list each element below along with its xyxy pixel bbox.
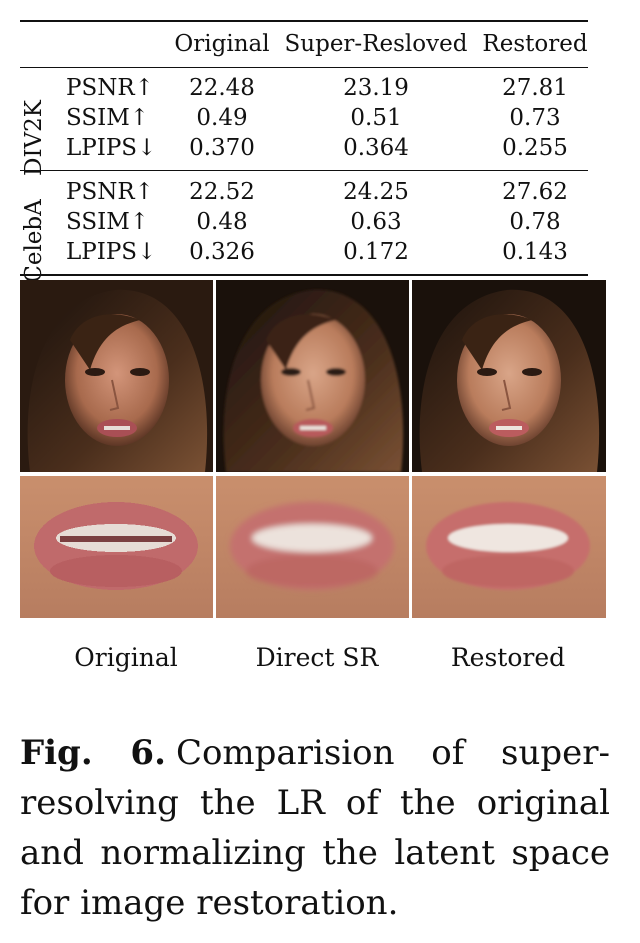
- mouth-crop-direct-sr: [216, 476, 409, 618]
- cell-celeba-ssim-superres: 0.63: [350, 209, 402, 235]
- figure-caption: Fig. 6. Comparision of super-resolving th…: [20, 728, 610, 928]
- cell-celeba-lpips-original: 0.326: [189, 239, 255, 265]
- cell-div2k-psnr-superres: 23.19: [343, 75, 409, 101]
- cell-div2k-ssim-original: 0.49: [196, 105, 248, 131]
- cell-celeba-psnr-restored: 27.62: [502, 179, 568, 205]
- sub-caption-direct-sr: Direct SR: [255, 643, 379, 672]
- figure-label: Fig. 6.: [20, 733, 166, 773]
- mouth-crop-original: [20, 476, 213, 618]
- cell-div2k-lpips-superres: 0.364: [343, 135, 409, 161]
- sub-caption-restored: Restored: [450, 643, 566, 672]
- cell-celeba-ssim-original: 0.48: [196, 209, 248, 235]
- table-top-rule: [20, 20, 588, 22]
- mouth-crop-restored: [412, 476, 606, 618]
- col-header-original: Original: [174, 31, 270, 57]
- col-header-super-resolved: Super-Resloved: [284, 31, 468, 57]
- cell-celeba-psnr-original: 22.52: [189, 179, 255, 205]
- col-header-restored: Restored: [482, 31, 588, 57]
- figure-caption-text: Comparision of super-resolving the LR of…: [20, 733, 611, 923]
- cell-div2k-psnr-restored: 27.81: [502, 75, 568, 101]
- row-metric-celeba-ssim: SSIM↑: [66, 209, 150, 235]
- row-metric-div2k-psnr: PSNR↑: [66, 75, 154, 101]
- sub-caption-original: Original: [74, 643, 178, 672]
- cell-celeba-lpips-restored: 0.143: [502, 239, 568, 265]
- row-metric-div2k-lpips: LPIPS↓: [66, 135, 157, 161]
- group-rule: [20, 170, 588, 171]
- cell-div2k-ssim-restored: 0.73: [509, 105, 561, 131]
- cell-celeba-ssim-restored: 0.78: [509, 209, 561, 235]
- image-grid: [20, 280, 606, 618]
- cell-div2k-psnr-original: 22.48: [189, 75, 255, 101]
- table-bottom-rule: [20, 274, 588, 276]
- row-metric-div2k-ssim: SSIM↑: [66, 105, 150, 131]
- row-metric-celeba-psnr: PSNR↑: [66, 179, 154, 205]
- cell-div2k-ssim-superres: 0.51: [350, 105, 402, 131]
- row-metric-celeba-lpips: LPIPS↓: [66, 239, 157, 265]
- cell-div2k-lpips-original: 0.370: [189, 135, 255, 161]
- face-image-restored: [412, 280, 606, 472]
- group-label-celeba: CelebA: [21, 199, 47, 283]
- cell-celeba-psnr-superres: 24.25: [343, 179, 409, 205]
- face-image-direct-sr: [216, 280, 409, 472]
- cell-div2k-lpips-restored: 0.255: [502, 135, 568, 161]
- group-label-div2k: DIV2K: [21, 100, 47, 176]
- face-image-original: [20, 280, 213, 472]
- header-rule: [20, 67, 588, 68]
- cell-celeba-lpips-superres: 0.172: [343, 239, 409, 265]
